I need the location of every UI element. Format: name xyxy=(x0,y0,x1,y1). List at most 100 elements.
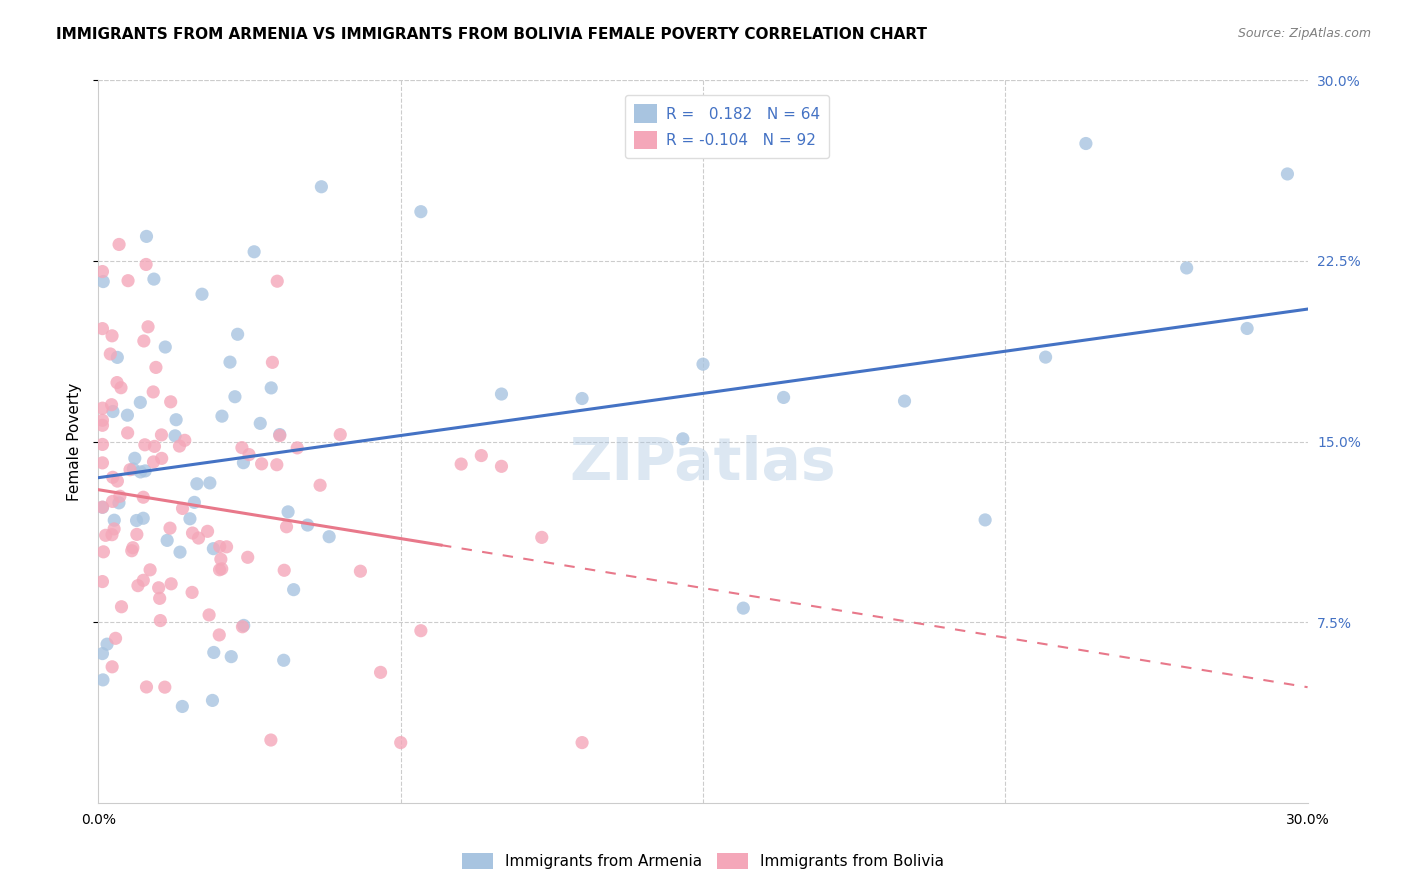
Point xyxy=(276,520,298,534)
Point xyxy=(165,429,187,443)
Point xyxy=(309,478,332,492)
Point xyxy=(238,448,260,462)
Point xyxy=(91,500,114,515)
Point xyxy=(148,581,170,595)
Point xyxy=(91,413,114,427)
Point xyxy=(91,418,114,433)
Legend: R =   0.182   N = 64, R = -0.104   N = 92: R = 0.182 N = 64, R = -0.104 N = 92 xyxy=(624,95,830,159)
Point xyxy=(211,409,233,424)
Point xyxy=(110,381,132,395)
Point xyxy=(105,351,128,365)
Point xyxy=(105,474,128,488)
Point xyxy=(491,387,513,401)
Point xyxy=(103,522,125,536)
Point xyxy=(370,665,392,680)
Point xyxy=(91,500,114,515)
Point xyxy=(132,574,155,588)
Point xyxy=(165,413,187,427)
Point xyxy=(201,693,224,707)
Point xyxy=(117,274,139,288)
Point xyxy=(108,237,131,252)
Point xyxy=(197,524,219,539)
Point xyxy=(135,229,157,244)
Point xyxy=(108,496,131,510)
Point xyxy=(181,526,204,541)
Point xyxy=(105,376,128,390)
Point xyxy=(145,360,167,375)
Point xyxy=(179,512,201,526)
Point xyxy=(127,579,149,593)
Point xyxy=(169,439,191,453)
Point xyxy=(149,591,172,606)
Point xyxy=(208,628,231,642)
Point xyxy=(692,357,714,371)
Point xyxy=(100,398,122,412)
Point xyxy=(121,543,143,558)
Point xyxy=(172,501,194,516)
Point xyxy=(101,404,124,418)
Point xyxy=(129,465,152,479)
Point xyxy=(318,530,340,544)
Point xyxy=(136,319,159,334)
Point xyxy=(108,489,131,503)
Point xyxy=(91,401,114,416)
Point xyxy=(91,647,114,661)
Point xyxy=(142,272,165,286)
Point xyxy=(571,392,593,406)
Point xyxy=(211,562,233,576)
Point xyxy=(125,514,148,528)
Point xyxy=(232,618,254,632)
Point xyxy=(1236,321,1258,335)
Point xyxy=(132,511,155,525)
Point xyxy=(297,518,319,533)
Point xyxy=(215,540,238,554)
Point xyxy=(409,204,432,219)
Point xyxy=(142,384,165,399)
Point xyxy=(224,390,246,404)
Point xyxy=(231,441,253,455)
Point xyxy=(974,513,997,527)
Point xyxy=(491,459,513,474)
Point xyxy=(269,427,291,442)
Point xyxy=(153,680,176,694)
Point xyxy=(1035,350,1057,364)
Point xyxy=(198,607,221,622)
Point xyxy=(733,601,755,615)
Point xyxy=(260,381,283,395)
Point xyxy=(142,455,165,469)
Point xyxy=(273,563,295,577)
Point xyxy=(124,451,146,466)
Point xyxy=(132,490,155,504)
Point xyxy=(409,624,432,638)
Point xyxy=(672,432,695,446)
Point xyxy=(219,649,242,664)
Point xyxy=(93,545,115,559)
Y-axis label: Female Poverty: Female Poverty xyxy=(66,383,82,500)
Point xyxy=(266,274,288,288)
Point xyxy=(159,521,181,535)
Point xyxy=(103,513,125,527)
Point xyxy=(117,425,139,440)
Point xyxy=(156,533,179,548)
Point xyxy=(260,733,283,747)
Point xyxy=(772,391,794,405)
Point xyxy=(139,563,162,577)
Point xyxy=(285,441,308,455)
Point xyxy=(349,564,371,578)
Point xyxy=(150,428,173,442)
Point xyxy=(110,599,132,614)
Point xyxy=(122,462,145,476)
Text: IMMIGRANTS FROM ARMENIA VS IMMIGRANTS FROM BOLIVIA FEMALE POVERTY CORRELATION CH: IMMIGRANTS FROM ARMENIA VS IMMIGRANTS FR… xyxy=(56,27,927,42)
Point xyxy=(91,275,114,289)
Point xyxy=(329,427,352,442)
Point xyxy=(91,264,114,278)
Point xyxy=(283,582,305,597)
Point xyxy=(273,653,295,667)
Point xyxy=(232,456,254,470)
Point xyxy=(262,355,284,369)
Point xyxy=(1277,167,1299,181)
Point xyxy=(181,585,204,599)
Point xyxy=(571,735,593,749)
Point xyxy=(101,527,124,541)
Point xyxy=(118,463,141,477)
